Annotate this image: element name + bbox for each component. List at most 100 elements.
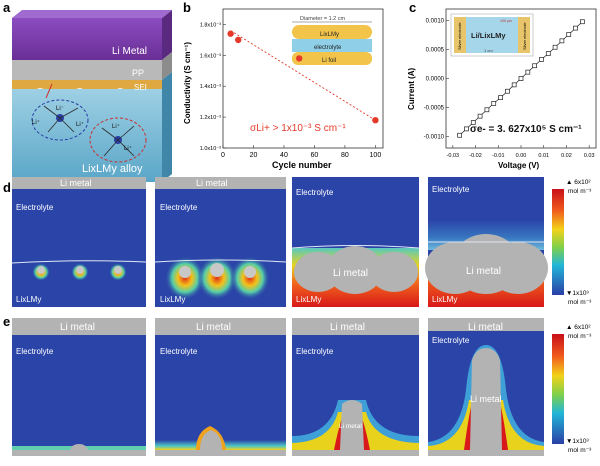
panel-a-li-metal-label: Li Metal — [112, 46, 147, 57]
c-data-point — [532, 63, 537, 69]
c-data-point — [552, 44, 558, 50]
c-ytick-label: 0.0010 — [426, 19, 445, 25]
b-xtick-label: 20 — [250, 152, 258, 159]
d-cbar-max: ▲ 6x10² — [566, 179, 591, 186]
c-data-point — [457, 132, 462, 138]
panel-c-inset-height: 100 μm — [500, 19, 512, 23]
panel-e-frame-4: Li metal Electrolyte Li metal — [428, 318, 544, 456]
c-data-point — [505, 88, 510, 94]
b-xtick-label: 40 — [280, 152, 288, 159]
b-data-point — [372, 117, 379, 124]
panel-b-chart: Conductivity (S cm⁻¹) Cycle number Diame… — [183, 8, 384, 170]
panel-b-ylabel: Conductivity (S cm⁻¹) — [183, 42, 192, 124]
c-xtick-label: -0.02 — [469, 153, 482, 159]
b-ytick-label: 1.8x10⁻³ — [200, 22, 221, 28]
panel-b-inset-middle: electrolyte — [314, 45, 342, 51]
e3-top: Li metal — [330, 322, 365, 333]
d-cbar-min-unit: mol m⁻³ — [568, 299, 592, 306]
b-xtick-label: 60 — [311, 152, 319, 159]
d3-center: Li metal — [333, 268, 368, 279]
e1-top: Li metal — [60, 322, 95, 333]
panel-e-frame-1: Li metal Electrolyte — [12, 318, 146, 456]
e3-electrolyte: Electrolyte — [296, 347, 334, 356]
panel-a-schematic: Li Metal PP SEI Li⁻ Li⁺ Li⁺ Li⁺ Li⁺ LixL… — [12, 10, 172, 182]
e2-electrolyte: Electrolyte — [160, 347, 198, 356]
d-cbar-min: ▼1x10³ — [566, 290, 590, 297]
panel-b-inset-diameter: Diameter = 1.2 cm — [300, 16, 346, 22]
panel-c-inset-width: 1 cm — [484, 48, 493, 53]
panel-c-inset-center: Li/LixLMy — [471, 31, 506, 40]
c-xtick-label: -0.01 — [492, 153, 505, 159]
c-xtick-label: 0.01 — [538, 153, 549, 159]
inset-right-electrode — [518, 17, 530, 53]
c-data-point — [573, 25, 578, 31]
b-trend-line — [230, 30, 376, 121]
c-data-point — [511, 82, 517, 88]
c-data-point — [580, 19, 585, 25]
e4-center: Li metal — [470, 394, 502, 404]
b-ytick-label: 1.2x10⁻³ — [200, 115, 221, 121]
c-data-point — [484, 107, 490, 113]
d1-bottom: LixLMy — [16, 295, 41, 304]
c-data-point — [498, 95, 503, 100]
panel-b-letter: b — [183, 0, 191, 15]
c-xtick-label: 0.03 — [584, 153, 595, 159]
d1-top: Li metal — [60, 178, 92, 188]
c-xtick-label: -0.03 — [447, 153, 460, 159]
c-data-point — [545, 51, 551, 56]
e4-electrolyte: Electrolyte — [432, 336, 470, 345]
panel-a-pp-label: PP — [132, 68, 144, 78]
e-cbar-min: ▼1x10³ — [566, 438, 590, 445]
panel-a-letter: a — [3, 0, 11, 15]
panel-d-letter: d — [3, 180, 11, 195]
panel-b-inset-top: LixLMy — [320, 32, 339, 38]
d4-bottom: LixLMy — [432, 295, 457, 304]
panel-a-sei-label: SEI — [134, 83, 147, 92]
b-ytick-label: 1.6x10⁻³ — [200, 53, 221, 59]
panel-d-frame-3: Electrolyte Li metal LixLMy — [291, 177, 420, 307]
panel-e-frame-2: Li metal Electrolyte — [155, 318, 286, 456]
panel-c-ylabel: Current (A) — [407, 67, 416, 110]
panel-d-frame-1: Li metal Electrolyte LixLMy — [11, 177, 147, 307]
c-data-point — [566, 32, 572, 37]
d3-electrolyte: Electrolyte — [296, 188, 334, 197]
c-data-point — [464, 126, 469, 132]
panel-c-inset-right: Silver electrode — [522, 22, 527, 50]
c-ytick-label: -0.0005 — [424, 105, 445, 111]
pp-layer — [12, 60, 162, 80]
e2-top: Li metal — [196, 322, 231, 333]
b-ytick-label: 1.4x10⁻³ — [200, 84, 221, 90]
c-ytick-label: 0.0000 — [426, 77, 445, 83]
c-data-point — [518, 76, 524, 81]
e4-top: Li metal — [468, 322, 503, 333]
panel-b-annotation: σLi+ > 1x10⁻³ S cm⁻¹ — [250, 123, 346, 134]
panel-a-li-plus-1: Li⁺ — [32, 119, 40, 126]
panel-a-li-plus-4: Li⁺ — [124, 145, 132, 152]
d2-electrolyte: Electrolyte — [160, 203, 198, 212]
e-cbar-max-unit: mol m⁻³ — [568, 333, 592, 340]
panel-e-colorbar: ▲ 6x10² mol m⁻³ ▼1x10³ mol m⁻³ — [552, 324, 592, 454]
panel-a-li-plus-2: Li⁺ — [76, 121, 84, 128]
panel-b-frame — [222, 8, 384, 149]
d-cbar-max-unit: mol m⁻³ — [568, 188, 592, 195]
d2-top: Li metal — [196, 178, 228, 188]
panel-d-frame-4: Electrolyte Li metal LixLMy — [425, 177, 548, 307]
c-data-point — [491, 101, 497, 106]
c-data-point — [525, 69, 531, 75]
inset-bottom-layer — [292, 52, 372, 65]
panel-b-inset: Diameter = 1.2 cm LixLMy electrolyte Li … — [292, 16, 372, 65]
panel-d-colorbar: ▲ 6x10² mol m⁻³ ▼1x10³ mol m⁻³ — [552, 179, 592, 306]
c-xtick-label: 0.00 — [516, 153, 527, 159]
panel-b-xlabel: Cycle number — [272, 160, 332, 170]
panel-a-li-plus-3: Li⁺ — [112, 123, 120, 130]
panel-d-frame-2: Li metal Electrolyte LixLMy — [154, 177, 287, 307]
panel-c-annotation: σe- = 3. 627x10⁵ S cm⁻¹ — [470, 124, 582, 135]
li-metal-layer — [12, 18, 162, 60]
d4-center: Li metal — [466, 266, 501, 277]
b-data-point — [235, 36, 242, 44]
b-xtick-label: 80 — [341, 152, 349, 159]
c-ytick-label: 0.0005 — [426, 48, 445, 54]
panel-e-frame-3: Li metal Electrolyte Li metal — [292, 318, 419, 456]
panel-c-inset-left: Silver electrode — [457, 22, 462, 50]
